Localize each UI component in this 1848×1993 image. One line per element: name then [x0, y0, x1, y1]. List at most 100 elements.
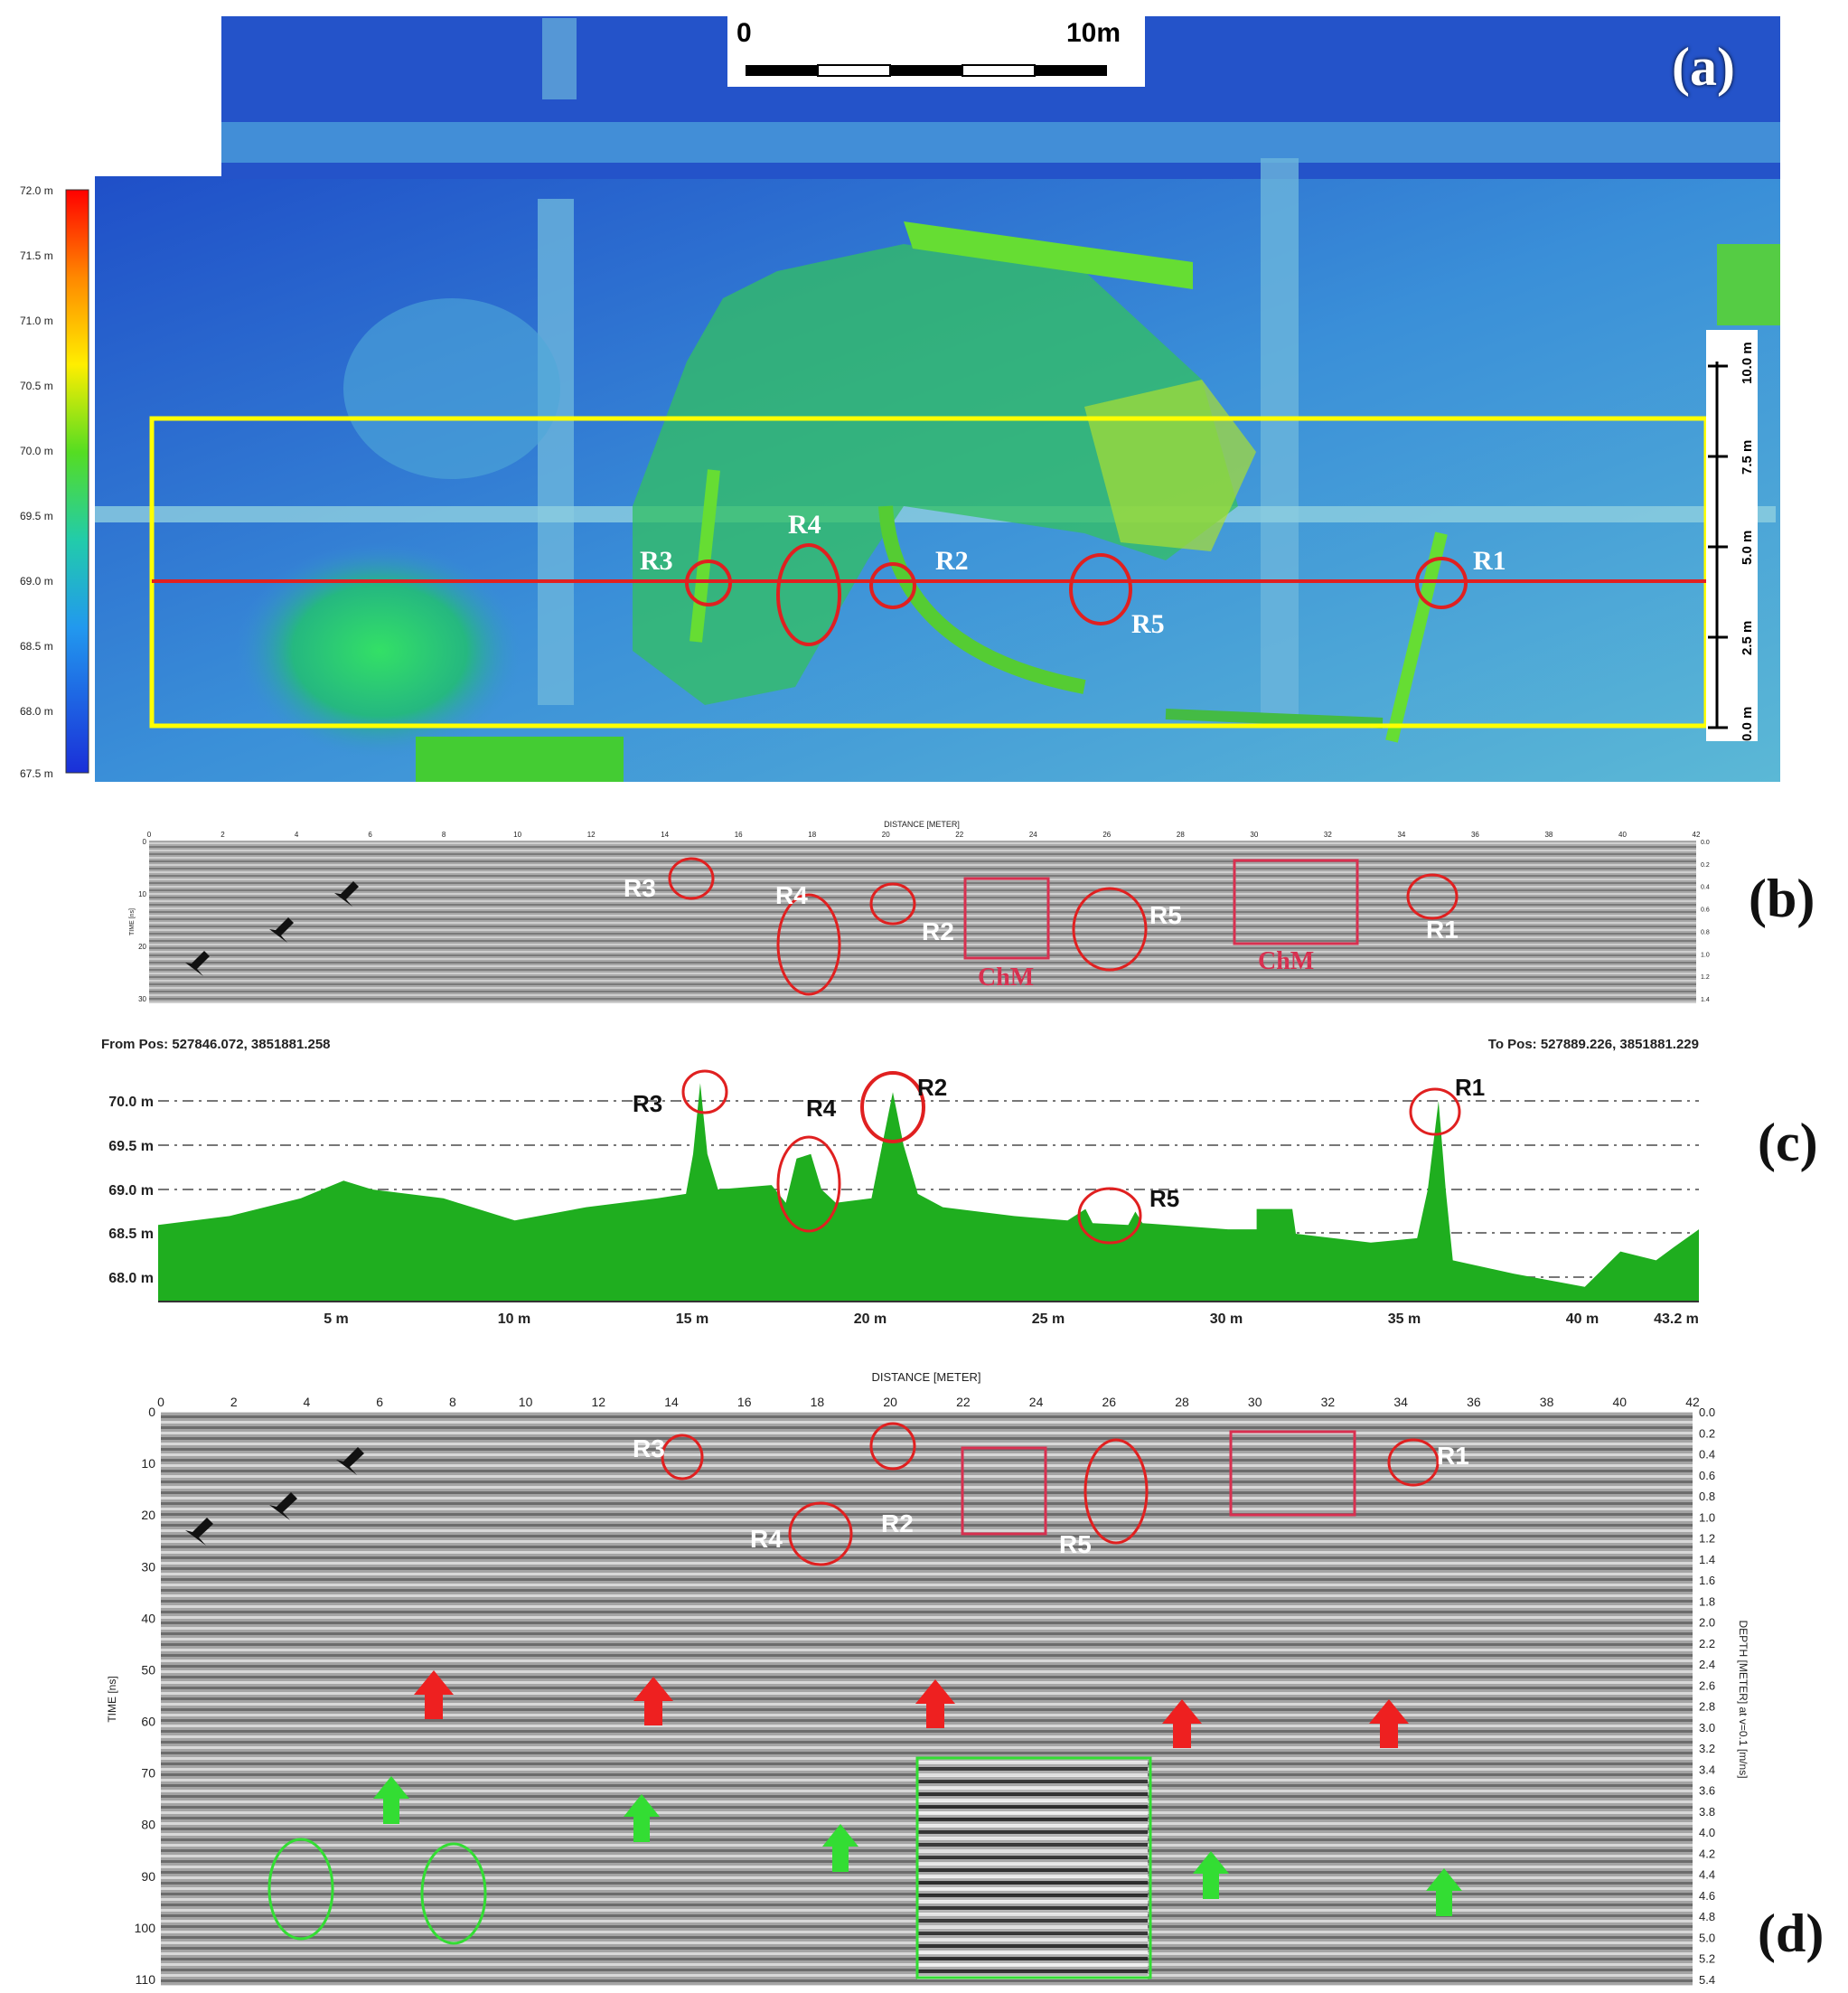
d-xticks-tick: 14 — [664, 1395, 679, 1409]
svg-text:R3: R3 — [624, 874, 656, 902]
b-r2-circle — [869, 882, 916, 926]
svg-text:R5: R5 — [1149, 1185, 1179, 1212]
svg-text:0: 0 — [143, 838, 147, 846]
d-y2ticks-tick: 4.4 — [1699, 1868, 1715, 1882]
b-chm-label-1: ChM — [978, 964, 1034, 992]
b-y-tick-labels: 0 10 20 30 — [138, 838, 146, 1003]
b-x-tick-labels: 0 2 4 6 8 10 12 14 16 18 20 22 24 26 28 30 32 34 36 38 40 42 — [147, 831, 1701, 839]
d-green-arrows — [373, 1776, 1462, 1916]
b-y-title: TIME [ns] — [129, 908, 136, 935]
b-r5-circle — [1072, 887, 1148, 972]
svg-text:R2: R2 — [917, 1074, 947, 1101]
svg-text:67.5 m: 67.5 m — [20, 767, 53, 780]
r4-circle-a — [776, 543, 841, 646]
svg-text:68.0 m: 68.0 m — [20, 705, 53, 718]
svg-text:5.0 m: 5.0 m — [1740, 531, 1755, 565]
b-xticks-tick: 36 — [1471, 831, 1479, 839]
panel-c-label: (c) — [1758, 1113, 1818, 1172]
d-r4-circle — [788, 1501, 853, 1566]
road-horizontal-mid — [95, 506, 1776, 522]
vertical-scale-labels: 10.0 m 7.5 m 5.0 m 2.5 m 0.0 m — [1740, 342, 1755, 741]
d-y2ticks-tick: 3.4 — [1699, 1763, 1715, 1776]
svg-text:35 m: 35 m — [1388, 1311, 1421, 1327]
d-xticks-tick: 36 — [1467, 1395, 1481, 1409]
d-x-title: DISTANCE [METER] — [871, 1370, 980, 1384]
d-red-arrow-3 — [915, 1679, 955, 1728]
c-from-pos: From Pos: 527846.072, 3851881.258 — [101, 1037, 331, 1052]
panel-a-dem-map: R3 R4 R2 R5 R1 0 10m 72.0 m 71.5 m 71.0 … — [0, 0, 1848, 795]
svg-text:71.0 m: 71.0 m — [20, 315, 53, 327]
panel-d-label: (d) — [1758, 1904, 1825, 1963]
d-xticks-tick: 12 — [591, 1395, 605, 1409]
svg-text:30: 30 — [138, 995, 146, 1003]
wall-left — [689, 469, 720, 643]
svg-text:R1: R1 — [1426, 916, 1459, 944]
dem-map-svg: R3 R4 R2 R5 R1 0 10m 72.0 m 71.5 m 71.0 … — [16, 16, 1780, 782]
svg-text:R1: R1 — [1437, 1442, 1469, 1470]
color-legend-labels: 72.0 m 71.5 m 71.0 m 70.5 m 70.0 m 69.5 … — [20, 184, 53, 780]
c-r2-circle — [860, 1071, 925, 1143]
svg-text:2.5 m: 2.5 m — [1740, 621, 1755, 655]
d-y2ticks-tick: 1.0 — [1699, 1510, 1715, 1524]
d-y2-title: DEPTH [METER] at v=0.1 [m/ns] — [1737, 1620, 1750, 1778]
svg-text:72.0 m: 72.0 m — [20, 184, 53, 197]
d-y2ticks-tick: 0.0 — [1699, 1405, 1715, 1419]
b-black-arrows — [185, 881, 359, 976]
d-y2ticks-tick: 2.0 — [1699, 1616, 1715, 1630]
c-r4-circle — [776, 1135, 841, 1233]
svg-text:40 m: 40 m — [1566, 1311, 1599, 1327]
svg-text:68.5 m: 68.5 m — [20, 640, 53, 653]
c-r3-circle — [681, 1069, 728, 1114]
d-y2ticks-tick: 5.0 — [1699, 1931, 1715, 1944]
d-black-arrows — [185, 1447, 364, 1546]
svg-text:70.0 m: 70.0 m — [108, 1095, 154, 1110]
d-yticks-tick: 20 — [141, 1508, 155, 1522]
d-annotations — [661, 1422, 1440, 1566]
b-xticks-tick: 16 — [735, 831, 743, 839]
d-y2ticks-tick: 5.2 — [1699, 1952, 1715, 1966]
d-y2ticks-tick: 1.2 — [1699, 1532, 1715, 1546]
radargram-b-svg: DISTANCE [METER] 0 2 4 6 8 10 12 14 16 18 20 22 24 26… — [129, 820, 1710, 1003]
d-chm-boxes — [961, 1430, 1356, 1536]
d-yticks-tick: 70 — [141, 1766, 155, 1781]
b-xticks-tick: 8 — [442, 831, 446, 839]
r4-label-a: R4 — [788, 510, 821, 540]
d-xticks-tick: 10 — [519, 1395, 533, 1409]
b-xticks-tick: 34 — [1397, 831, 1405, 839]
panel-c-elevation-profile: From Pos: 527846.072, 3851881.258 To Pos… — [0, 1021, 1848, 1338]
r1-circle-a — [1415, 557, 1468, 609]
r3-label-a: R3 — [640, 546, 673, 576]
d-green-circle-2 — [420, 1842, 487, 1945]
d-y2ticks-tick: 2.6 — [1699, 1678, 1715, 1692]
d-y2ticks-tick: 2.8 — [1699, 1700, 1715, 1714]
b-radargram-image — [149, 841, 1696, 1003]
d-y2ticks-tick: 1.6 — [1699, 1574, 1715, 1587]
wall-right — [1385, 531, 1448, 743]
r1-label-a: R1 — [1473, 546, 1506, 576]
d-xticks-tick: 16 — [737, 1395, 752, 1409]
svg-text:69.5 m: 69.5 m — [20, 510, 53, 522]
d-r1-circle — [1387, 1438, 1440, 1487]
d-xticks-tick: 42 — [1685, 1395, 1700, 1409]
d-y-tick-labels: 0 10 20 30 40 50 60 70 80 90 100 110 — [135, 1405, 156, 1987]
b-x-title: DISTANCE [METER] — [884, 820, 960, 829]
d-xticks-tick: 24 — [1029, 1395, 1044, 1409]
b-xticks-tick: 12 — [587, 831, 596, 839]
trench-top-left — [542, 18, 577, 99]
svg-text:5 m: 5 m — [324, 1311, 349, 1327]
d-green-box — [915, 1756, 1152, 1979]
svg-text:69.5 m: 69.5 m — [108, 1139, 154, 1154]
b-y2ticks-tick: 1.0 — [1701, 952, 1710, 958]
vertical-scale-ticks — [1708, 364, 1728, 729]
panel-a-label: (a) — [1672, 37, 1735, 97]
mound-left — [235, 542, 524, 759]
d-green-arrow-1 — [373, 1776, 409, 1824]
b-y2ticks-tick: 0.8 — [1701, 929, 1710, 935]
trench-middle — [1261, 158, 1299, 719]
b-xticks-tick: 42 — [1693, 831, 1701, 839]
c-marker-labels: R3 R4 R2 R5 R1 — [633, 1074, 1485, 1212]
d-y2ticks-tick: 1.4 — [1699, 1553, 1715, 1566]
d-marker-labels: R3 R4 R2 R5 R1 — [633, 1434, 1469, 1558]
d-x-tick-labels: 0 2 4 6 8 10 12 14 16 18 20 22 24 26 28 30 32 34 36 38 40 42 — [157, 1395, 1700, 1409]
b-xticks-tick: 40 — [1618, 831, 1627, 839]
